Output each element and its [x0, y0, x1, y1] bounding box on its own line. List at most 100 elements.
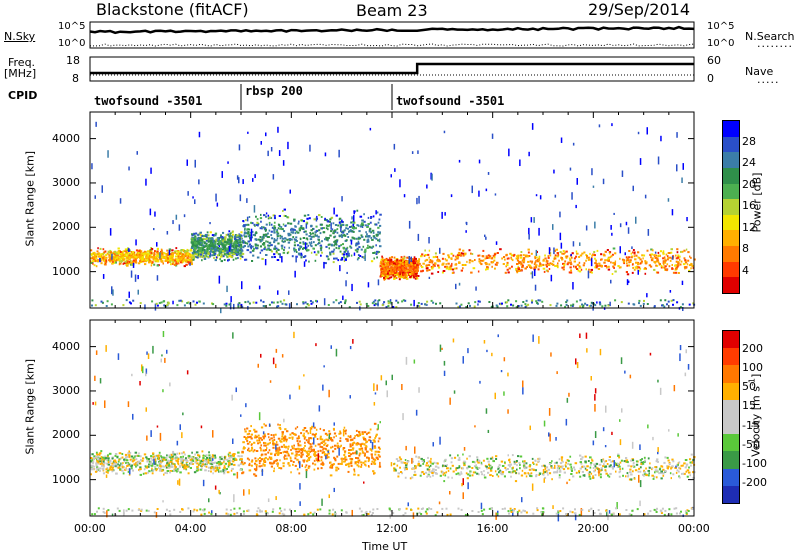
heatmap-cell: [535, 260, 537, 263]
heatmap-cell: [199, 462, 202, 465]
heatmap-cell: [145, 257, 147, 260]
heatmap-cell: [686, 263, 689, 266]
heatmap-cell: [166, 254, 169, 257]
heatmap-cell: [622, 260, 625, 263]
heatmap-cell: [448, 267, 452, 270]
heatmap-cell: [247, 232, 250, 235]
heatmap-cell: [107, 454, 109, 457]
heatmap-cell: [95, 461, 98, 464]
heatmap-cell: [607, 256, 610, 259]
heatmap-cell: [134, 260, 137, 263]
heatmap-cell: [558, 259, 560, 262]
heatmap-cell: [213, 234, 215, 237]
heatmap-cell: [353, 210, 355, 215]
heatmap-cell: [283, 230, 286, 233]
heatmap-cell: [310, 245, 313, 248]
heatmap-cell: [194, 303, 197, 306]
heatmap-cell: [416, 197, 418, 205]
heatmap-cell: [277, 305, 280, 308]
heatmap-cell: [508, 267, 511, 270]
heatmap-cell: [299, 237, 302, 240]
heatmap-cell: [368, 439, 371, 442]
heatmap-cell: [192, 242, 195, 245]
heatmap-cell: [172, 260, 175, 263]
heatmap-cell: [112, 258, 115, 261]
heatmap-cell: [682, 263, 686, 266]
heatmap-cell: [421, 269, 424, 272]
heatmap-cell: [418, 305, 421, 308]
heatmap-cell: [395, 262, 397, 265]
heatmap-cell: [495, 263, 498, 266]
heatmap-cell: [593, 251, 596, 253]
heatmap-cell: [131, 467, 133, 470]
heatmap-cell: [147, 254, 150, 257]
heatmap-cell: [412, 275, 415, 278]
heatmap-cell: [318, 455, 320, 458]
heatmap-cell: [304, 230, 307, 233]
heatmap-cell: [315, 253, 318, 256]
heatmap-cell: [238, 241, 242, 244]
heatmap-cell: [207, 461, 210, 464]
heatmap-cell: [353, 215, 355, 222]
heatmap-cell: [394, 260, 397, 263]
heatmap-cell: [665, 253, 668, 256]
heatmap-cell: [124, 254, 127, 257]
heatmap-cell: [199, 249, 202, 252]
heatmap-cell: [470, 271, 473, 274]
heatmap-cell: [352, 441, 355, 444]
heatmap-cell: [641, 260, 643, 263]
heatmap-cell: [95, 456, 98, 458]
heatmap-cell: [156, 252, 160, 255]
heatmap-cell: [660, 135, 662, 142]
nsky-line: [89, 25, 695, 35]
heatmap-cell: [379, 262, 382, 265]
heatmap-cell: [684, 261, 688, 264]
heatmap-cell: [346, 271, 348, 274]
heatmap-cell: [424, 249, 426, 252]
heatmap-cell: [176, 250, 179, 253]
heatmap-cell: [171, 455, 173, 458]
heatmap-cell: [287, 232, 290, 235]
heatmap-cell: [94, 195, 96, 199]
heatmap-cell: [343, 454, 346, 456]
heatmap-cell: [195, 256, 198, 259]
heatmap-cell: [109, 258, 112, 261]
heatmap-cell: [535, 256, 538, 259]
heatmap-cell: [333, 432, 337, 435]
heatmap-cell: [106, 300, 109, 303]
heatmap-cell: [634, 258, 637, 261]
heatmap-cell: [154, 459, 157, 462]
heatmap-cell: [443, 130, 446, 134]
heatmap-cell: [403, 277, 406, 280]
heatmap-cell: [278, 224, 281, 226]
heatmap-cell: [591, 254, 593, 257]
heatmap-cell: [670, 248, 673, 251]
heatmap-cell: [352, 448, 354, 451]
heatmap-cell: [364, 224, 367, 227]
heatmap-cell: [628, 250, 631, 252]
heatmap-cell: [172, 450, 175, 453]
heatmap-cell: [137, 460, 140, 463]
heatmap-cell: [224, 469, 227, 472]
heatmap-cell: [415, 270, 418, 273]
heatmap-cell: [211, 244, 214, 247]
heatmap-cell: [136, 462, 139, 465]
heatmap-cell: [460, 303, 463, 306]
heatmap-cell: [227, 239, 230, 241]
heatmap-cell: [383, 266, 385, 269]
heatmap-cell: [219, 258, 222, 261]
heatmap-cell: [227, 250, 229, 252]
heatmap-cell: [571, 256, 573, 259]
heatmap-cell: [194, 199, 196, 205]
heatmap-cell: [293, 247, 296, 250]
heatmap-cell: [488, 255, 492, 258]
heatmap-cell: [564, 305, 567, 308]
heatmap-cell: [624, 252, 626, 256]
heatmap-cell: [593, 254, 596, 257]
heatmap-cell: [282, 465, 285, 468]
heatmap-cell: [420, 255, 423, 258]
heatmap-cell: [264, 424, 267, 427]
heatmap-cell: [105, 471, 108, 474]
heatmap-cell: [212, 251, 215, 254]
heatmap-cell: [690, 256, 692, 259]
